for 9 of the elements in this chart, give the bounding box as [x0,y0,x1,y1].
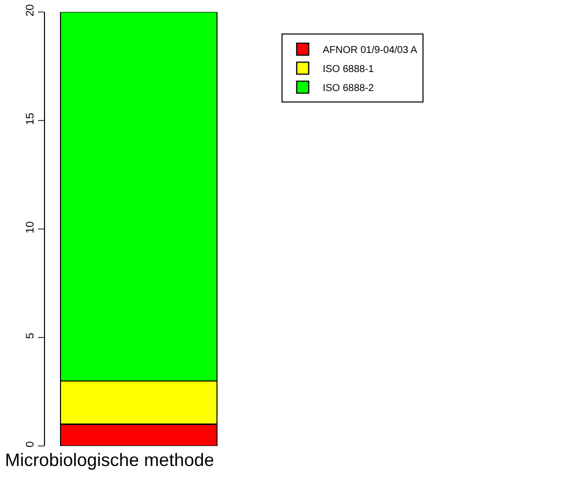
x-axis-title: Microbiologische methode [5,450,214,470]
y-tick-label: 0 [24,441,37,448]
y-tick-label: 20 [24,4,37,16]
legend-label: ISO 6888-1 [322,64,374,76]
y-tick-label: 15 [24,112,37,125]
y-tick-label: 5 [24,332,37,339]
y-tick-label: 10 [24,221,37,234]
legend-label: AFNOR 01/9-04/03 A [322,45,418,56]
legend-label: ISO 6888-2 [322,83,374,94]
